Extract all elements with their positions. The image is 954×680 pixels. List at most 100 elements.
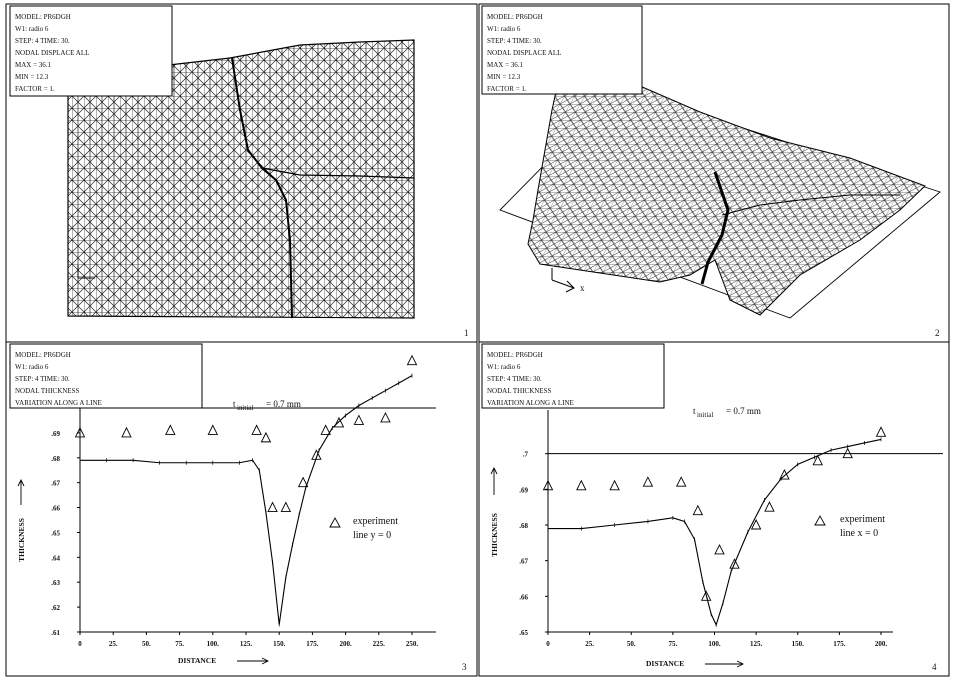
y-tick-label: .65 (51, 529, 60, 537)
experiment-point (729, 558, 740, 569)
experiment-point (251, 424, 262, 435)
experiment-point (675, 476, 687, 487)
experiment-point (121, 426, 132, 438)
panel-3-plot-area (80, 373, 413, 627)
mesh-trough-2 (721, 194, 900, 216)
mesh-crease (231, 57, 293, 319)
experiment-point (700, 590, 712, 601)
panel-4-ticks: 0 25. 50. 75. 100. 125. 150. 175. 200. .65 .66 .67.… (519, 451, 887, 648)
panel-4-info-box: MODEL: PR6DGH W1: radio 6 STEP: 4 TIME: … (481, 343, 665, 409)
mesh-surface-3d (527, 81, 926, 316)
info-line: MAX = 36.1 (487, 61, 524, 69)
x-tick-label: 75. (669, 640, 678, 648)
panel-3-x-axis-label: DISTANCE (178, 656, 216, 665)
panel-4-plot-area (548, 437, 882, 627)
experiment-point (750, 518, 762, 530)
info-line: STEP: 4 TIME: 30. (15, 37, 70, 45)
x-tick-label: 150. (792, 640, 805, 648)
simulation-series-line (548, 438, 882, 627)
info-line: STEP: 4 TIME: 30. (487, 375, 542, 383)
panel-3-ticks: 0 25. 50. 75. 100. 125. 150. 175. 200. 225. 250. .6… (51, 430, 418, 648)
panel-3-info-box: MODEL: PR6DGH W1: radio 6 STEP: 4 TIME: … (9, 343, 203, 409)
info-line: MODEL: PR6DGH (487, 351, 543, 359)
x-tick-label: 250. (406, 640, 419, 648)
info-box-frame (481, 343, 665, 409)
info-line: MODEL: PR6DGH (487, 13, 543, 21)
t-initial-value: = 0.7 mm (726, 406, 761, 416)
t-initial-subscript: initial (697, 411, 713, 419)
panel-2-info-box: MODEL: PR6DGH W1: radio 6 STEP: 4 TIME: … (481, 5, 643, 95)
x-tick-label: 100. (207, 640, 220, 648)
info-line: MODEL: PR6DGH (15, 351, 71, 359)
legend-label: experiment (840, 514, 885, 525)
panel-3-t-initial: t initial = 0.7 mm (233, 399, 301, 412)
experiment-point (311, 449, 322, 460)
panel-4-x-arrow-icon (705, 660, 745, 668)
info-box-frame (481, 5, 643, 95)
experiment-point (609, 479, 620, 491)
t-initial-symbol: t (693, 406, 696, 416)
y-tick-label: .68 (51, 455, 60, 463)
experiment-point (692, 504, 704, 516)
axis-triad-icon (77, 265, 95, 279)
experiment-point (542, 479, 554, 491)
x-tick-label: 50. (627, 640, 636, 648)
y-tick-label: .7 (523, 451, 529, 459)
y-tick-label: .69 (51, 430, 60, 438)
panel-4-t-initial: t initial = 0.7 mm (693, 406, 761, 419)
panel-4-y-arrow-icon (490, 466, 498, 495)
experiment-point (165, 424, 176, 435)
mesh-surface (67, 39, 415, 319)
panel-3-legend: experiment line y = 0 (329, 516, 398, 541)
panel-2-axis-label: x (580, 283, 585, 293)
y-tick-label: .68 (519, 522, 528, 530)
info-line: VARIATION ALONG A LINE (487, 399, 574, 407)
experiment-point (642, 476, 654, 487)
info-box-frame (9, 5, 173, 97)
x-tick-label: 25. (109, 640, 118, 648)
experiment-point (380, 411, 391, 423)
experiment-point (779, 469, 790, 480)
y-tick-label: .66 (519, 593, 528, 601)
panel-4-y-axis-label: THICKNESS (490, 513, 499, 557)
panel-4-chart: 0 25. 50. 75. 100. 125. 150. 175. 200. .65 .66 .67.… (490, 406, 943, 668)
info-line: FACTOR = 1. (15, 85, 55, 93)
y-tick-label: .61 (51, 629, 60, 637)
info-line: MIN = 12.3 (487, 73, 521, 81)
simulation-series-line (80, 375, 413, 625)
info-line: NODAL DISPLACE ALL (487, 49, 561, 57)
y-tick-label: .69 (519, 486, 528, 494)
panel-3-frame (5, 341, 478, 677)
experiment-point (74, 426, 86, 438)
x-tick-label: 225. (373, 640, 386, 648)
info-line: W1: radio 6 (15, 363, 49, 371)
experiment-point (576, 479, 587, 491)
panel-3-y-axis-label: THICKNESS (17, 518, 26, 562)
info-line: STEP: 4 TIME: 30. (487, 37, 542, 45)
x-tick-label: 0 (78, 640, 82, 648)
x-tick-label: 0 (546, 640, 550, 648)
info-line: NODAL THICKNESS (15, 387, 79, 395)
panel-3-number: 3 (462, 662, 467, 672)
experiment-point (207, 424, 219, 435)
experiment-point (280, 501, 292, 513)
experiment-point (333, 416, 345, 428)
panel-1-info-box: MODEL: PR6DGH W1: radio 6 STEP: 4 TIME: … (9, 5, 173, 97)
experiment-point (260, 431, 272, 443)
y-tick-label: .65 (519, 629, 528, 637)
info-line: MAX = 36.1 (15, 61, 52, 69)
info-line: W1: radio 6 (15, 25, 49, 33)
legend-line-label: line y = 0 (353, 530, 391, 541)
info-box-frame (9, 343, 203, 409)
info-line: W1: radio 6 (487, 363, 521, 371)
x-tick-label: 125. (750, 640, 763, 648)
x-tick-label: 175. (833, 640, 846, 648)
panel-4-number: 4 (932, 662, 937, 672)
panel-2-number: 2 (935, 328, 940, 338)
panel-1-mesh (67, 39, 415, 319)
info-line: FACTOR = 1. (487, 85, 527, 93)
panel-4-x-axis-label: DISTANCE (646, 659, 684, 668)
legend-label: experiment (353, 516, 398, 527)
experiment-point (714, 543, 725, 555)
x-tick-label: 125. (240, 640, 253, 648)
